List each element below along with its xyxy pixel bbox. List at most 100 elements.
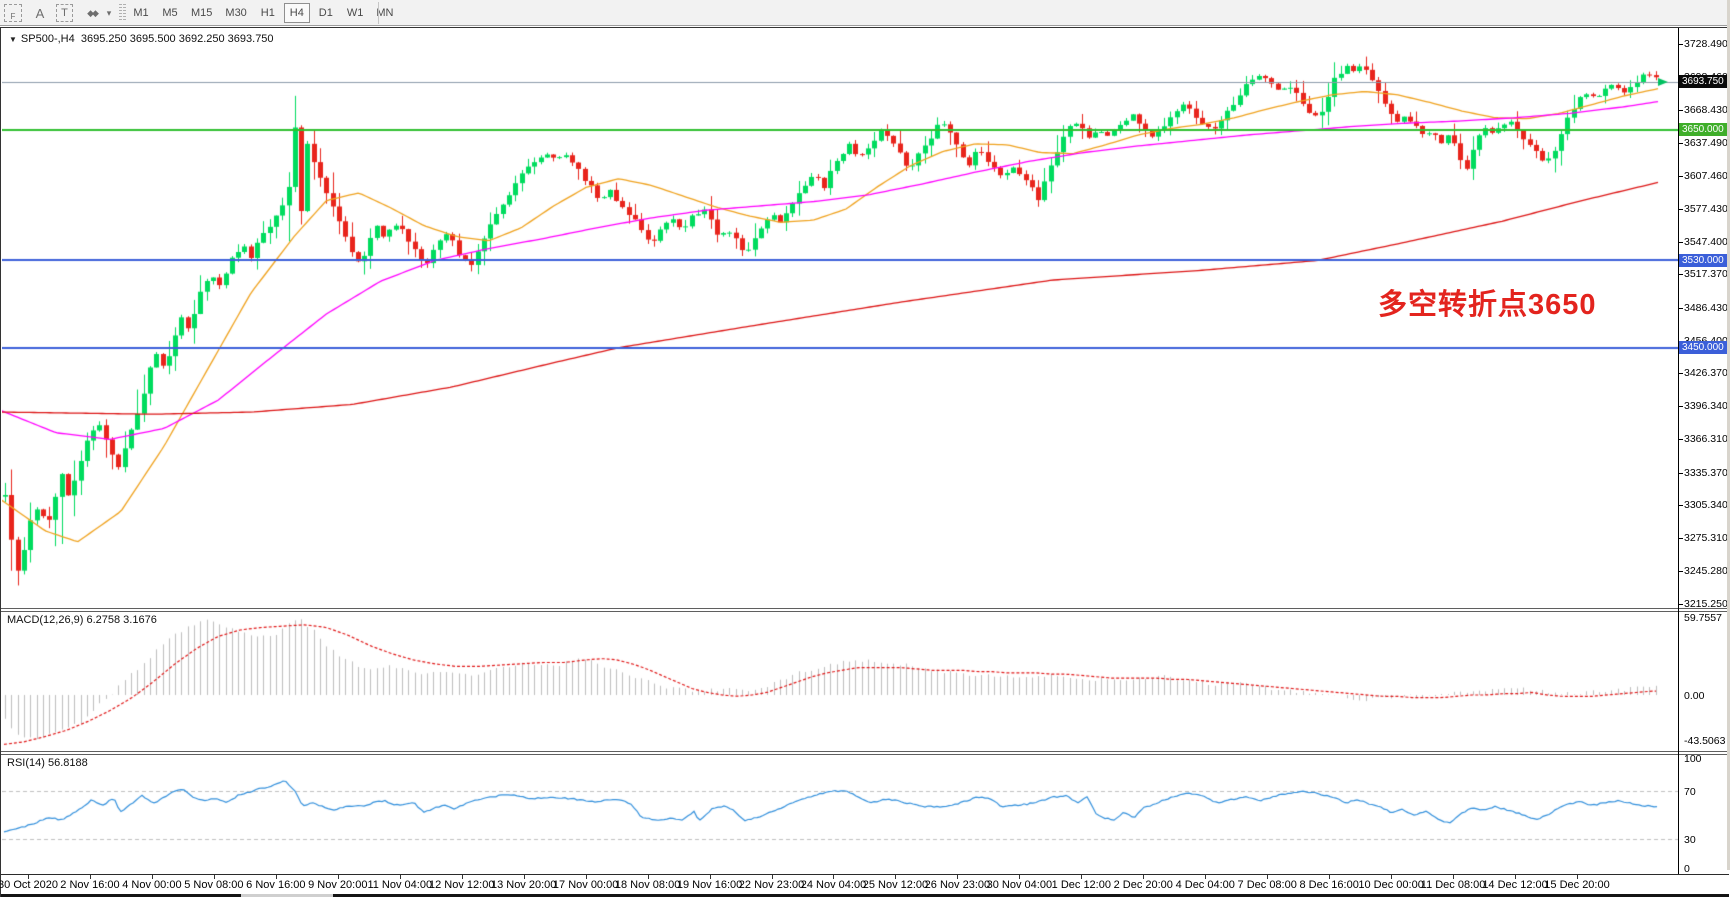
time-axis-tick: [1515, 875, 1517, 879]
time-axis-tick: [28, 875, 29, 879]
price-axis-label: 3275.310: [1684, 532, 1728, 545]
time-axis-label: 13 Nov 20:00: [490, 879, 557, 891]
price-axis-label: 3517.370: [1684, 268, 1728, 281]
price-chart-canvas[interactable]: [2, 29, 1678, 608]
time-axis-label: 19 Nov 16:00: [676, 879, 743, 891]
timeframe-button-mn[interactable]: MN: [376, 7, 394, 19]
time-axis-tick: [461, 875, 463, 879]
price-axis-label: 3637.490: [1684, 137, 1728, 150]
price-axis-label: 3426.370: [1684, 367, 1728, 380]
rsi-axis-label: 30: [1684, 834, 1696, 846]
price-axis-label: 3728.490: [1684, 38, 1728, 51]
price-axis-tick: [1679, 307, 1683, 309]
panel-separator[interactable]: [1, 608, 1729, 612]
rsi-axis-label: 100: [1684, 753, 1702, 765]
timeframe-button-m1[interactable]: M1: [133, 7, 149, 19]
time-axis-tick: [647, 875, 649, 879]
macd-panel-canvas[interactable]: [2, 612, 1678, 751]
symbol-dropdown-icon[interactable]: ▼: [9, 35, 17, 44]
time-axis[interactable]: 30 Oct 2020 2 Nov 16:00 4 Nov 00:00 5 Nov 0…: [0, 874, 1729, 894]
timeframe-button-m15[interactable]: M15: [191, 7, 213, 19]
timeframe-button-m30[interactable]: M30: [225, 7, 247, 19]
timeframe-button-h1[interactable]: H1: [260, 7, 275, 19]
time-axis-label: 4 Nov 00:00: [122, 879, 182, 891]
symbol-header: ▼ SP500-,H4 3695.250 3695.500 3692.250 36…: [9, 33, 274, 45]
time-axis-tick: [585, 875, 587, 879]
time-axis-tick: [957, 875, 959, 879]
time-axis-label: 15 Dec 20:00: [1544, 879, 1610, 891]
time-axis-label: 14 Dec 12:00: [1482, 879, 1548, 891]
time-axis-label: 7 Dec 08:00: [1237, 879, 1297, 891]
price-axis-label: 3215.250: [1684, 597, 1728, 610]
time-axis-label: 30 Oct 2020: [0, 879, 58, 891]
macd-axis-label: -43.5063: [1684, 735, 1726, 747]
time-axis-tick: [709, 875, 711, 879]
price-axis-tick: [1679, 176, 1683, 178]
time-axis-tick: [1391, 875, 1393, 879]
price-axis-label: 3396.340: [1684, 400, 1728, 413]
timeframe-button-w1[interactable]: W1: [346, 7, 364, 19]
time-axis-label: 8 Dec 16:00: [1299, 879, 1359, 891]
time-axis-tick: [1081, 875, 1083, 879]
ohlc-values: 3695.250 3695.500 3692.250 3693.750: [80, 33, 274, 45]
price-axis-label: 3245.280: [1684, 564, 1728, 577]
text-label-icon[interactable]: T: [56, 4, 73, 22]
price-axis-tick: [1679, 109, 1683, 111]
panel-separator[interactable]: [1, 751, 1729, 755]
resistance-3650-price-label: 3650.000: [1679, 123, 1727, 137]
price-axis-tick: [1679, 241, 1683, 243]
price-axis-tick: [1679, 603, 1683, 605]
price-axis-tick: [1679, 208, 1683, 210]
chart-annotation-text[interactable]: 多空转折点3650: [1378, 289, 1597, 321]
rsi-axis-label: 70: [1684, 786, 1696, 798]
text-a-icon[interactable]: A: [35, 5, 45, 21]
timeframe-button-d1[interactable]: D1: [318, 7, 333, 19]
price-axis-label: 3486.430: [1684, 301, 1728, 314]
price-axis-label: 3335.370: [1684, 466, 1728, 479]
time-axis-label: 12 Nov 12:00: [429, 879, 495, 891]
timeframe-button-h4[interactable]: H4: [283, 3, 310, 23]
time-axis-label: 18 Nov 08:00: [614, 879, 681, 891]
price-axis-border: [1678, 28, 1679, 894]
time-axis-label: 25 Nov 12:00: [862, 879, 929, 891]
support-3450-price-label: 3450.000: [1679, 341, 1727, 355]
time-axis-label: 26 Nov 23:00: [924, 879, 991, 891]
horizontal-scrollbar[interactable]: [1, 894, 1729, 897]
toolbar: F A T ◆◆ ▾ M1 M5 M15 M30 H1 H4 D1 W1 MN: [0, 0, 1730, 26]
time-axis-tick: [771, 875, 773, 879]
price-axis-tick: [1679, 438, 1683, 440]
time-axis-tick: [1205, 875, 1207, 879]
arrows-tool-icon[interactable]: ◆◆: [87, 7, 99, 18]
time-axis-tick: [1143, 875, 1145, 879]
time-axis-tick: [213, 875, 215, 879]
price-axis-tick: [1679, 373, 1683, 375]
timeframe-button-m5[interactable]: M5: [162, 7, 178, 19]
price-axis-tick: [1679, 44, 1683, 46]
time-axis-label: 24 Nov 04:00: [800, 879, 867, 891]
time-axis-label: 30 Nov 04:00: [986, 879, 1053, 891]
time-axis-label: 6 Nov 16:00: [246, 879, 306, 891]
time-axis-tick: [1577, 875, 1578, 879]
price-axis-label: 3547.400: [1684, 235, 1728, 248]
time-axis-label: 10 Dec 00:00: [1358, 879, 1424, 891]
time-axis-tick: [399, 875, 401, 879]
timeframe-group: M1 M5 M15 M30 H1 H4 D1 W1 MN: [128, 3, 401, 23]
price-axis-label: 3577.430: [1684, 202, 1728, 215]
time-axis-tick: [895, 875, 897, 879]
time-axis-label: 9 Nov 20:00: [308, 879, 368, 891]
time-axis-tick: [1019, 875, 1021, 879]
price-axis-label: 3668.430: [1684, 103, 1728, 116]
price-axis-tick: [1679, 505, 1683, 507]
rsi-indicator-label: RSI(14) 56.8188: [7, 757, 88, 769]
price-axis-tick: [1679, 570, 1683, 572]
price-axis-label: 3607.460: [1684, 170, 1728, 183]
rsi-panel-canvas[interactable]: [2, 755, 1678, 874]
time-axis-label: 17 Nov 00:00: [552, 879, 619, 891]
time-axis-tick: [89, 875, 91, 879]
dropdown-caret-icon[interactable]: ▾: [106, 7, 112, 18]
time-axis-tick: [1453, 875, 1455, 879]
scrollbar-thumb[interactable]: [241, 894, 333, 897]
chart-area: ▼ SP500-,H4 3695.250 3695.500 3692.250 36…: [0, 27, 1729, 897]
price-axis-tick: [1679, 274, 1683, 276]
dashed-box-f-icon[interactable]: F: [4, 4, 22, 22]
